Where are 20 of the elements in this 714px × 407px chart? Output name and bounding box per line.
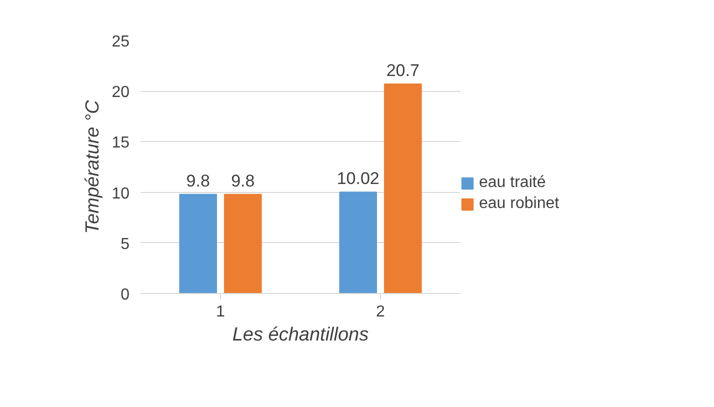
y-tick-label: 15 bbox=[112, 134, 130, 152]
bar bbox=[224, 194, 262, 294]
legend-label: eau traité bbox=[479, 174, 546, 192]
y-tick-label: 25 bbox=[112, 34, 130, 50]
y-tick-label: 10 bbox=[112, 185, 130, 202]
x-tick-label: 2 bbox=[376, 304, 386, 320]
bar bbox=[179, 194, 217, 294]
bar bbox=[339, 192, 377, 294]
y-tick-label: 20 bbox=[112, 84, 130, 102]
y-tick-label: 5 bbox=[120, 236, 130, 253]
data-label: 20.7 bbox=[386, 61, 420, 80]
legend-label: eau robinet bbox=[479, 195, 560, 213]
bar bbox=[384, 84, 422, 294]
data-label: 9.8 bbox=[186, 171, 210, 190]
data-label: 9.8 bbox=[231, 171, 255, 190]
y-tick-label: 0 bbox=[120, 286, 130, 304]
data-label: 10.02 bbox=[336, 169, 380, 188]
x-tick-label: 1 bbox=[216, 304, 226, 320]
y-axis-title: Température °C bbox=[82, 100, 104, 234]
x-axis-title: Les échantillons bbox=[232, 324, 370, 346]
